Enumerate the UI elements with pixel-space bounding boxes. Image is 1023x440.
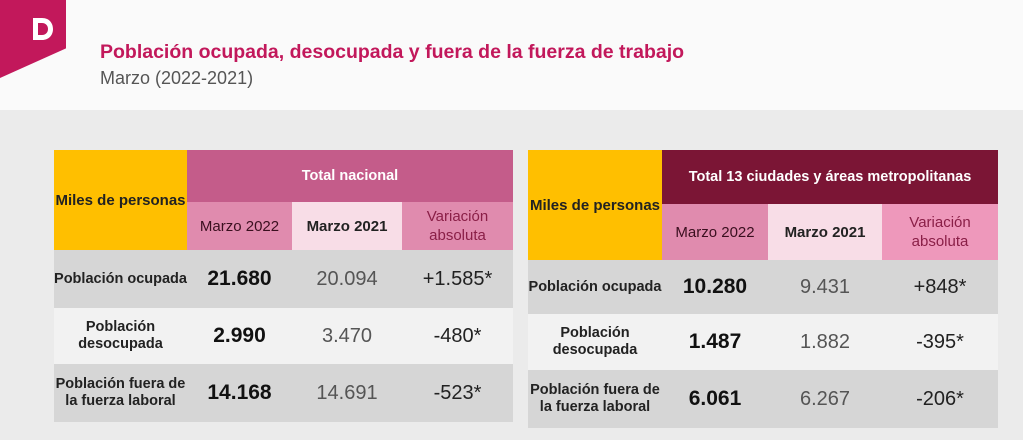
row-label: Población ocupada [54,250,187,308]
value-2021: 3.470 [292,308,402,364]
value-2022: 2.990 [187,308,292,364]
page-subtitle: Marzo (2022-2021) [100,68,254,88]
value-2022: 14.168 [187,364,292,422]
table-row: Población fuera de la fuerza laboral 6.0… [528,370,999,428]
table-13-ciudades: Miles de personas Total 13 ciudades y ár… [528,150,999,428]
page-title: Población ocupada, desocupada y fuera de… [100,41,685,63]
value-2021: 20.094 [292,250,402,308]
value-2022: 21.680 [187,250,292,308]
unit-label-cell: Miles de personas [54,150,187,250]
value-2021: 1.882 [768,314,882,370]
value-variacion: +1.585* [402,250,513,308]
value-2022: 1.487 [662,314,768,370]
value-2021: 9.431 [768,260,882,314]
value-variacion: -480* [402,308,513,364]
row-label: Población fuera de la fuerza laboral [528,370,662,428]
column-header-2022: Marzo 2022 [662,204,768,260]
table-total-nacional: Miles de personas Total nacional Marzo 2… [54,150,513,422]
value-2021: 14.691 [292,364,402,422]
value-2021: 6.267 [768,370,882,428]
value-variacion: -206* [882,370,999,428]
row-label: Población desocupada [528,314,662,370]
column-header-2021: Marzo 2021 [292,202,402,250]
logo-d-icon [33,18,53,40]
column-header-2022: Marzo 2022 [187,202,292,250]
row-label: Población desocupada [54,308,187,364]
unit-label-cell: Miles de personas [528,150,662,260]
value-variacion: -395* [882,314,999,370]
value-variacion: -523* [402,364,513,422]
value-variacion: +848* [882,260,999,314]
row-label: Población fuera de la fuerza laboral [54,364,187,422]
table-row: Población fuera de la fuerza laboral 14.… [54,364,513,422]
table-row: Población desocupada 1.487 1.882 -395* [528,314,999,370]
value-2022: 10.280 [662,260,768,314]
column-header-variacion: Variación absoluta [402,202,513,250]
group-header: Total nacional [187,150,513,202]
column-header-variacion: Variación absoluta [882,204,999,260]
column-header-2021: Marzo 2021 [768,204,882,260]
header-band [0,0,1023,110]
table-row: Población desocupada 2.990 3.470 -480* [54,308,513,364]
table-row: Población ocupada 21.680 20.094 +1.585* [54,250,513,308]
row-label: Población ocupada [528,260,662,314]
group-header: Total 13 ciudades y áreas metropolitanas [662,150,999,204]
value-2022: 6.061 [662,370,768,428]
table-row: Población ocupada 10.280 9.431 +848* [528,260,999,314]
